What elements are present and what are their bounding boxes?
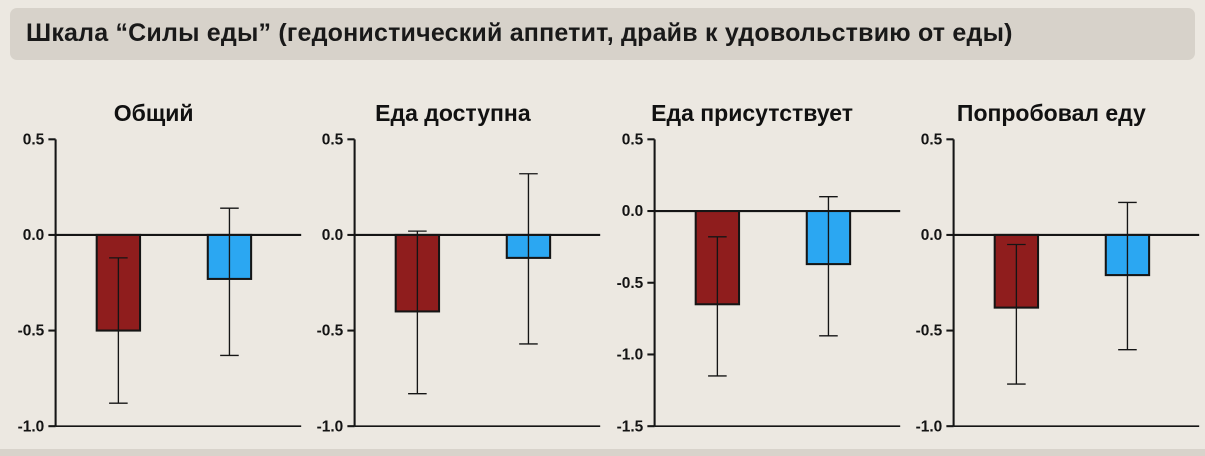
bar-chart: 0.5 0.0 -0.5 -1.0 (317, 131, 601, 435)
y-tick-label: 0.5 (23, 131, 45, 148)
y-tick-label: 0.0 (920, 227, 942, 244)
chart-panel: Попробовал еду 0.5 0.0 -0.5 -1.0 (902, 100, 1201, 443)
bar-chart: 0.5 0.0 -0.5 -1.0 (915, 131, 1199, 435)
chart-panel: Общий 0.5 0.0 -0.5 -1.0 (4, 100, 303, 443)
panel-title: Еда доступна (375, 100, 531, 126)
page-title: Шкала “Силы еды” (гедонистический аппети… (26, 19, 1013, 47)
panel-title: Общий (113, 100, 194, 126)
y-tick-label: -0.5 (915, 323, 942, 340)
y-tick-label: -1.0 (317, 418, 344, 435)
y-tick-label: 0.5 (322, 131, 344, 148)
y-tick-label: 0.0 (322, 227, 344, 244)
y-tick-label: 0.0 (621, 203, 643, 220)
chart-panel: Еда доступна 0.5 0.0 -0.5 -1.0 (303, 100, 602, 443)
panel-title: Еда присутствует (651, 100, 854, 126)
bar-chart: 0.5 0.0 -0.5 -1.0 (18, 131, 302, 435)
bottom-strip (0, 449, 1205, 456)
y-tick-label: -0.5 (616, 275, 643, 292)
y-tick-label: 0.5 (621, 131, 643, 148)
y-tick-label: -1.0 (616, 347, 643, 364)
y-tick-label: 0.5 (920, 131, 942, 148)
y-tick-label: -0.5 (18, 323, 45, 340)
charts-row: Общий 0.5 0.0 -0.5 -1.0 Еда доступна 0.5 0.0 -0.… (4, 100, 1201, 443)
chart-panel: Еда присутствует 0.5 0.0 -0.5 -1.0 -1.5 (603, 100, 902, 443)
title-bar: Шкала “Силы еды” (гедонистический аппети… (10, 8, 1195, 60)
y-tick-label: 0.0 (23, 227, 45, 244)
bar-chart: 0.5 0.0 -0.5 -1.0 -1.5 (616, 131, 900, 435)
y-tick-label: -1.0 (915, 418, 942, 435)
y-tick-label: -1.0 (18, 418, 45, 435)
panel-title: Попробовал еду (956, 100, 1146, 126)
y-tick-label: -1.5 (616, 418, 643, 435)
y-tick-label: -0.5 (317, 323, 344, 340)
